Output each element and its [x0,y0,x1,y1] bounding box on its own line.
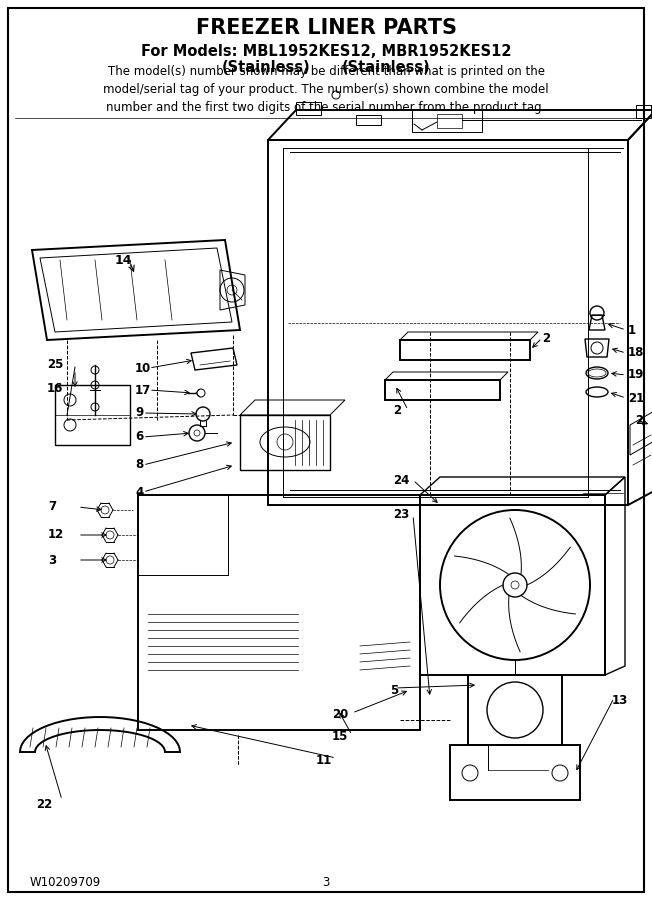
Text: 11: 11 [316,753,333,767]
Text: 23: 23 [393,508,409,521]
Text: 21: 21 [628,392,644,404]
Text: 25: 25 [47,358,63,372]
Text: 24: 24 [393,473,409,487]
Text: (Stainless): (Stainless) [342,60,430,76]
Text: 7: 7 [48,500,56,514]
Text: 12: 12 [48,528,65,542]
Text: (Stainless): (Stainless) [222,60,310,76]
Text: 2: 2 [542,331,550,345]
Text: W10209709: W10209709 [30,876,101,888]
Text: 18: 18 [628,346,644,359]
Text: 1: 1 [628,323,636,337]
Text: 3: 3 [48,554,56,566]
Text: 3: 3 [322,876,330,888]
Text: 22: 22 [36,798,52,812]
Text: 5: 5 [390,683,398,697]
Bar [356,115,381,125]
Text: 6: 6 [135,430,143,444]
Text: 13: 13 [612,694,629,706]
Text: 4: 4 [135,485,143,499]
Text: 19: 19 [628,368,644,382]
Text: The model(s) number shown may be different than what is printed on the
model/ser: The model(s) number shown may be differe… [103,66,549,114]
Text: 2: 2 [635,413,643,427]
Text: 9: 9 [135,407,143,419]
Text: 10: 10 [135,362,151,374]
Text: 2: 2 [393,403,401,417]
Text: For Models: MBL1952KES12, MBR1952KES12: For Models: MBL1952KES12, MBR1952KES12 [141,44,511,59]
Text: FREEZER LINER PARTS: FREEZER LINER PARTS [196,18,456,38]
Text: 15: 15 [332,731,348,743]
Text: 20: 20 [332,708,348,722]
Text: 16: 16 [47,382,63,394]
Text: 17: 17 [135,383,151,397]
Text: 14: 14 [115,254,132,266]
Text: 8: 8 [135,458,143,472]
